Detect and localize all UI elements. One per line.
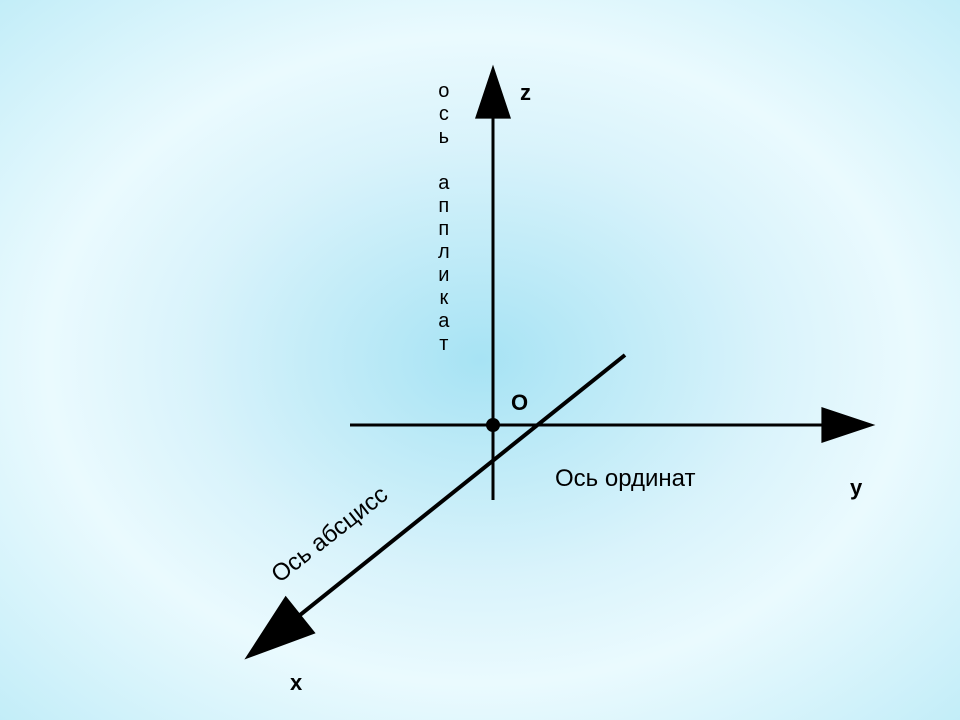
axis-z-letter: z — [520, 80, 531, 106]
origin-label: О — [511, 390, 528, 416]
origin-point — [486, 418, 500, 432]
background — [0, 0, 960, 720]
axis-x-letter: x — [290, 670, 302, 696]
axis-y-letter: y — [850, 475, 862, 501]
axis-y-name: Ось ординат — [555, 465, 695, 493]
axes-svg — [0, 0, 960, 720]
coordinate-diagram: О y Ось ординат z ось аппликат x Ось абс… — [0, 0, 960, 720]
axis-z-name: ось аппликат — [438, 80, 450, 356]
